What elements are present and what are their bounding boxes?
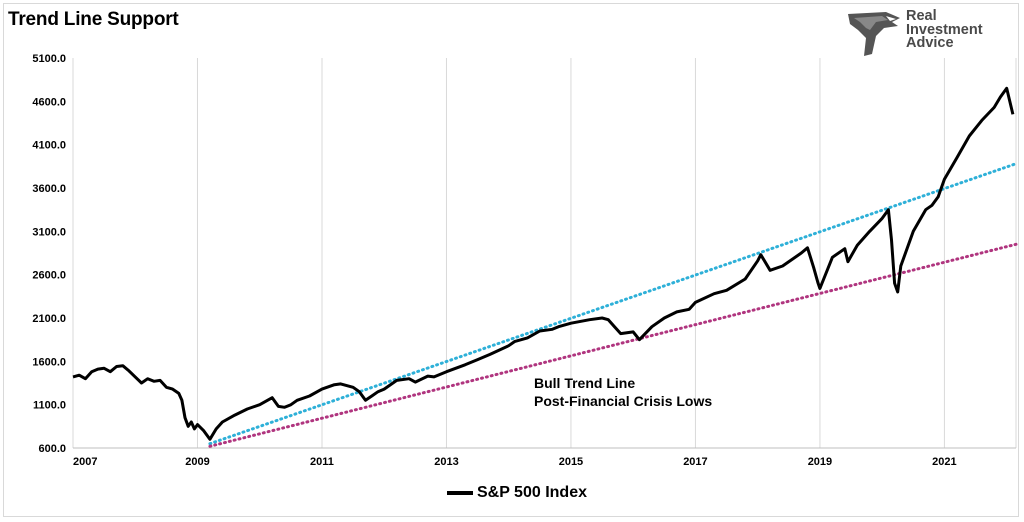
y-tick-label: 4600.0 bbox=[32, 96, 66, 108]
x-tick-label: 2017 bbox=[683, 456, 707, 468]
chart-title: Trend Line Support bbox=[8, 9, 179, 30]
logo-text: Real Investment Advice bbox=[906, 8, 983, 51]
logo-line-2: Investment bbox=[906, 21, 983, 38]
logo-line-1: Real bbox=[906, 8, 937, 24]
legend-item-sp500: S&P 500 Index bbox=[447, 484, 587, 502]
legend: S&P 500 Index bbox=[0, 482, 1024, 502]
bull-trend-line bbox=[208, 162, 1018, 446]
brand-logo: Real Investment Advice bbox=[846, 8, 1016, 56]
sp500-series-line bbox=[72, 86, 1015, 441]
y-tick-label: 2100.0 bbox=[32, 313, 66, 325]
legend-label: S&P 500 Index bbox=[477, 484, 587, 501]
x-tick-label: 2009 bbox=[185, 456, 209, 468]
y-tick-label: 3100.0 bbox=[32, 226, 66, 238]
eagle-icon bbox=[848, 12, 900, 56]
crisis-lows-trend-line bbox=[208, 242, 1018, 448]
y-tick-label: 5100.0 bbox=[32, 53, 66, 65]
y-tick-label: 600.0 bbox=[38, 443, 66, 455]
x-tick-label: 2007 bbox=[73, 456, 97, 468]
annotation-bull-trend: Bull Trend Line bbox=[534, 375, 635, 391]
x-tick-label: 2021 bbox=[932, 456, 956, 468]
y-tick-label: 4100.0 bbox=[32, 140, 66, 152]
logo-line-3: Advice bbox=[906, 35, 954, 51]
annotation-crisis-lows: Post-Financial Crisis Lows bbox=[534, 393, 712, 409]
legend-swatch bbox=[447, 491, 473, 495]
x-tick-label: 2011 bbox=[310, 456, 334, 468]
y-tick-label: 1100.0 bbox=[33, 400, 66, 412]
y-tick-label: 1600.0 bbox=[32, 356, 66, 368]
x-tick-label: 2019 bbox=[808, 456, 832, 468]
y-tick-label: 3600.0 bbox=[32, 183, 66, 195]
x-tick-label: 2015 bbox=[559, 456, 583, 468]
y-tick-label: 2600.0 bbox=[32, 270, 66, 282]
x-tick-label: 2013 bbox=[434, 456, 458, 468]
